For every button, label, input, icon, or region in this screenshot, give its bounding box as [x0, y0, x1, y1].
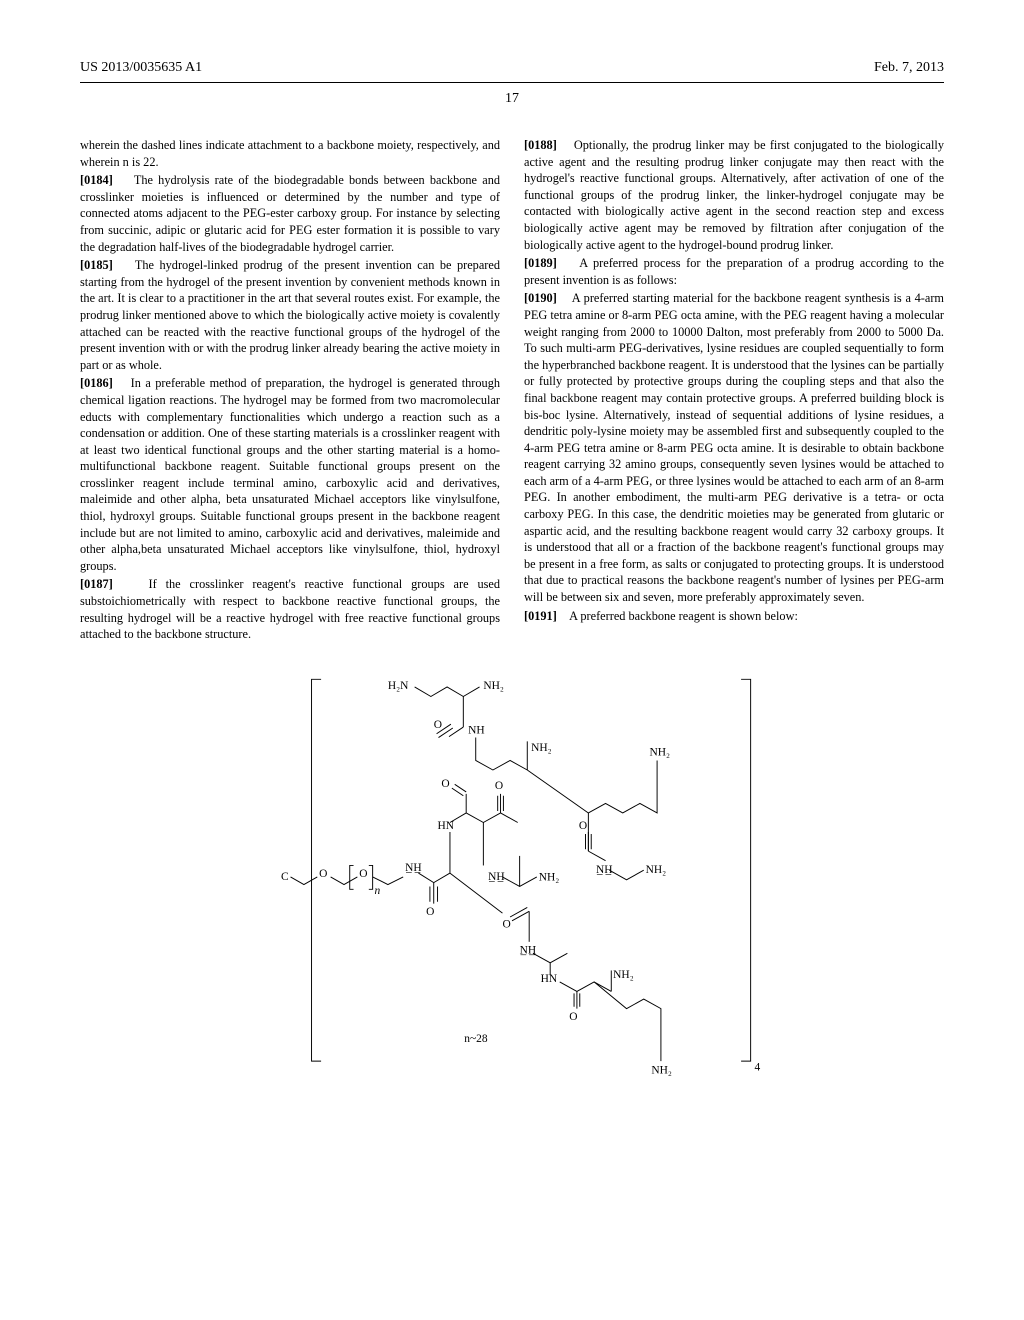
zig-mid [466, 813, 500, 823]
zig-low [533, 953, 567, 963]
lbl-o-5: O [441, 778, 449, 790]
bracket-right [741, 679, 751, 1061]
p187: [0187] If the crosslinker reagent's reac… [80, 576, 500, 642]
lbl-nh-low: N̲H̲ [520, 944, 537, 956]
lbl-o-1: O [434, 719, 442, 731]
lbl-hn-1: N̲H̲ [405, 862, 422, 874]
p187-num: [0187] [80, 577, 113, 591]
lbl-nh2-6: NH₂ [613, 969, 634, 981]
p185-text: The hydrogel-linked prodrug of the prese… [80, 258, 500, 372]
lbl-nh-1: NH [468, 725, 485, 737]
zig-2 [476, 737, 528, 769]
lbl-o-2: O [319, 868, 327, 880]
p186-text: In a preferable method of preparation, t… [80, 376, 500, 573]
chem-svg: 4 H₂N NH₂ O NH NH₂ NH₂ C [252, 665, 772, 1085]
p191-text: A preferred backbone reagent is shown be… [569, 609, 798, 623]
lbl-nh2-1: NH₂ [483, 680, 504, 692]
p189: [0189] A preferred process for the prepa… [524, 255, 944, 288]
to-nh-mid [501, 813, 518, 823]
p185-num: [0185] [80, 258, 113, 272]
two-column-body: wherein the dashed lines indicate attach… [80, 137, 944, 645]
lbl-o-8: O [502, 918, 510, 930]
header-row: US 2013/0035635 A1 Feb. 7, 2013 [80, 60, 944, 76]
pub-number: US 2013/0035635 A1 [80, 60, 202, 76]
chemical-structure: 4 H₂N NH₂ O NH NH₂ NH₂ C [80, 665, 944, 1085]
zig-right-up [588, 760, 657, 813]
co-up [452, 784, 466, 795]
post-n-zig [373, 877, 404, 885]
page-number: 17 [80, 91, 944, 107]
up-branch-2 [450, 794, 466, 823]
lbl-o-3: O [359, 868, 367, 880]
p190: [0190] A preferred starting material for… [524, 290, 944, 605]
pub-date: Feb. 7, 2013 [874, 60, 944, 76]
p188: [0188] Optionally, the prodrug linker ma… [524, 137, 944, 253]
p185: [0185] The hydrogel-linked prodrug of th… [80, 257, 500, 373]
lbl-o-4: O [426, 906, 434, 918]
n-approx-label: n~28 [464, 1033, 488, 1045]
p184: [0184] The hydrolysis rate of the biodeg… [80, 172, 500, 255]
p186: [0186] In a preferable method of prepara… [80, 375, 500, 574]
lbl-nh2-7: NH₂ [651, 1064, 672, 1076]
p190-text: A preferred starting material for the ba… [524, 291, 944, 604]
p187-text: If the crosslinker reagent's reactive fu… [80, 577, 500, 641]
p184-text: The hydrolysis rate of the biodegradable… [80, 173, 500, 253]
lbl-nh2-3: NH₂ [649, 746, 670, 758]
bracket-subscript: 4 [754, 1061, 760, 1073]
p191: [0191] A preferred backbone reagent is s… [524, 608, 944, 625]
hn-line [418, 873, 433, 883]
c-zig [291, 877, 318, 885]
o-zig [331, 877, 358, 885]
header-rule [80, 82, 944, 83]
p186-num: [0186] [80, 376, 113, 390]
lbl-o-9: O [569, 1011, 577, 1023]
co-2-dbl [430, 882, 438, 903]
n-bracket-r [369, 865, 373, 889]
page: US 2013/0035635 A1 Feb. 7, 2013 17 where… [0, 0, 1024, 1125]
p183-tail: wherein the dashed lines indicate attach… [80, 137, 500, 170]
p188-num: [0188] [524, 138, 557, 152]
lbl-nh2-2: NH₂ [531, 742, 552, 754]
lbl-hn-3: HN [541, 973, 558, 985]
p189-num: [0189] [524, 256, 557, 270]
lbl-c: C [281, 871, 289, 883]
lbl-n-sub: n [375, 885, 381, 897]
p184-num: [0184] [80, 173, 113, 187]
lbl-o-7: O [579, 820, 587, 832]
to-nh-r [588, 851, 605, 861]
lbl-o-6: O [495, 780, 503, 792]
p188-text: Optionally, the prodrug linker may be fi… [524, 138, 944, 252]
zig-nh2-5 [609, 870, 643, 880]
co-low [510, 907, 529, 920]
p191-num: [0191] [524, 609, 557, 623]
lbl-nh2-4: NH₂ [539, 872, 560, 884]
co-mid [498, 794, 504, 813]
top-zigzag [415, 687, 480, 697]
co-bot [574, 991, 580, 1008]
up-branch [434, 832, 450, 883]
left-column: wherein the dashed lines indicate attach… [80, 137, 500, 645]
p189-text: A preferred process for the preparation … [524, 256, 944, 287]
n-bracket-l [350, 865, 354, 889]
lbl-nh2-5: NH₂ [646, 864, 667, 876]
p190-num: [0190] [524, 291, 557, 305]
lbl-nh-mid: N̲H̲ [488, 871, 505, 883]
lbl-h2n: H₂N [388, 680, 409, 692]
long-chain-bot [594, 982, 661, 1061]
right-column: [0188] Optionally, the prodrug linker ma… [524, 137, 944, 645]
connect-diag [527, 770, 588, 813]
